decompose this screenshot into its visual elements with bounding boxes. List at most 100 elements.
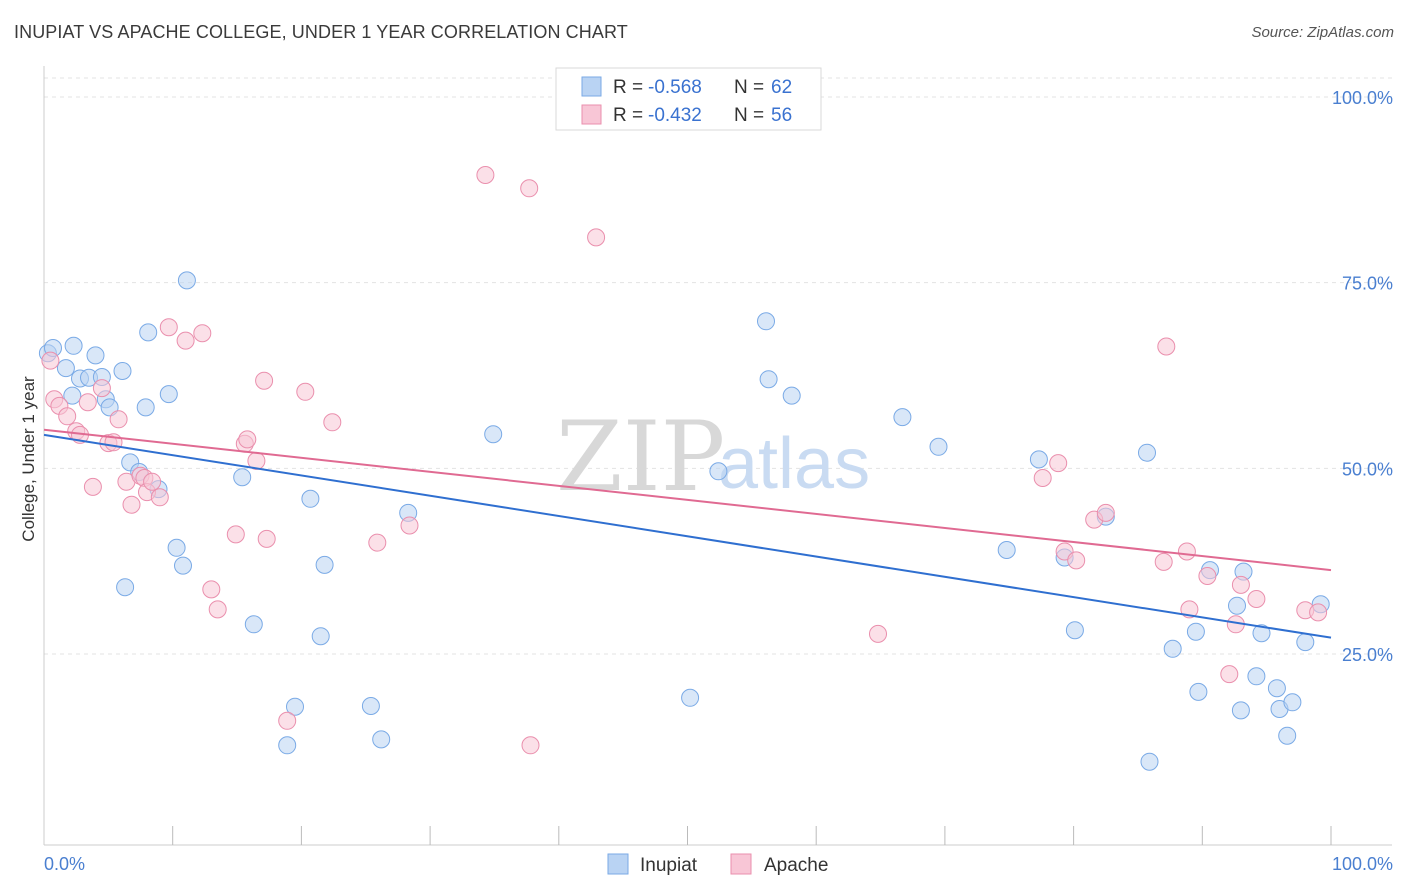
- watermark-atlas: atlas: [718, 424, 870, 504]
- point-apache: [226, 525, 245, 544]
- point-inupiat: [1283, 693, 1302, 712]
- point-apache: [193, 324, 212, 343]
- point-apache: [58, 407, 77, 426]
- legend-n-value: 56: [771, 105, 792, 126]
- point-inupiat: [116, 578, 135, 597]
- point-apache: [1033, 469, 1052, 487]
- y-tick-label: 75.0%: [1342, 274, 1393, 294]
- point-inupiat: [782, 386, 801, 405]
- point-apache: [869, 624, 887, 643]
- axes: [43, 66, 1392, 846]
- point-apache: [400, 516, 419, 535]
- point-inupiat: [63, 386, 82, 405]
- point-apache: [109, 410, 128, 429]
- point-inupiat: [1267, 679, 1286, 698]
- point-apache: [368, 533, 387, 552]
- point-apache: [1096, 503, 1115, 522]
- point-apache: [1180, 600, 1199, 619]
- point-inupiat: [301, 489, 320, 508]
- point-apache: [41, 351, 60, 370]
- point-apache: [159, 318, 178, 337]
- point-apache: [1220, 665, 1239, 684]
- point-apache: [1247, 590, 1266, 608]
- trendlines: [43, 428, 1332, 639]
- point-inupiat: [244, 615, 263, 634]
- y-tick-label: 50.0%: [1342, 459, 1393, 479]
- point-apache: [143, 472, 162, 491]
- point-apache: [1309, 603, 1328, 622]
- point-apache: [476, 166, 495, 184]
- point-inupiat: [1189, 682, 1208, 701]
- point-inupiat: [278, 736, 297, 755]
- point-apache: [83, 477, 102, 496]
- point-apache: [1157, 337, 1176, 356]
- point-apache: [521, 736, 540, 755]
- point-inupiat: [1278, 726, 1297, 745]
- bottom-legend-swatch-apache: [730, 853, 752, 875]
- chart-source: Source: ZipAtlas.com: [1251, 24, 1394, 41]
- legend-n-label: N =: [734, 77, 764, 98]
- point-apache: [208, 600, 227, 619]
- point-apache: [176, 331, 195, 350]
- point-inupiat: [997, 541, 1016, 559]
- point-inupiat: [681, 688, 700, 707]
- watermark-zip: ZIP: [556, 401, 725, 513]
- point-apache: [1154, 552, 1173, 571]
- point-inupiat: [100, 398, 119, 417]
- series-legend: Inupiat Apache: [607, 853, 828, 876]
- point-inupiat: [159, 385, 178, 404]
- bottom-legend-label-inupiat: Inupiat: [640, 855, 698, 876]
- point-inupiat: [86, 346, 105, 365]
- point-apache: [150, 488, 169, 507]
- point-inupiat: [1140, 752, 1159, 771]
- point-inupiat: [286, 697, 304, 716]
- point-inupiat: [1231, 701, 1250, 720]
- stats-legend: R = -0.568 N = 62 R = -0.432 N = 56: [555, 67, 822, 131]
- point-inupiat: [759, 370, 778, 389]
- point-apache: [238, 430, 257, 449]
- point-inupiat: [139, 323, 158, 342]
- point-inupiat: [177, 271, 196, 290]
- trendline-apache: [43, 428, 1332, 572]
- point-apache: [257, 529, 276, 548]
- point-inupiat: [1228, 596, 1246, 615]
- point-inupiat: [233, 468, 252, 487]
- point-inupiat: [311, 627, 330, 646]
- point-inupiat: [167, 538, 186, 557]
- x-tick-label: 100.0%: [1332, 854, 1393, 874]
- point-inupiat: [1296, 633, 1315, 652]
- legend-swatch-inupiat: [581, 76, 602, 97]
- legend-r-value: -0.432: [648, 105, 702, 126]
- point-inupiat: [1163, 639, 1182, 658]
- legend-n-value: 62: [771, 77, 792, 98]
- point-inupiat: [1065, 621, 1084, 640]
- point-apache: [122, 495, 141, 514]
- point-apache: [323, 413, 342, 432]
- point-inupiat: [1029, 450, 1048, 469]
- trendline-inupiat: [43, 433, 1332, 639]
- point-inupiat: [1247, 667, 1266, 686]
- point-inupiat: [929, 437, 948, 456]
- point-inupiat: [372, 730, 391, 749]
- point-apache: [587, 228, 606, 247]
- legend-r-label: R =: [613, 105, 643, 126]
- legend-n-label: N =: [734, 105, 764, 126]
- point-apache: [1067, 551, 1086, 570]
- y-tick-label: 100.0%: [1332, 88, 1393, 108]
- y-axis-label: College, Under 1 year: [19, 376, 38, 542]
- point-inupiat: [64, 336, 83, 355]
- point-inupiat: [361, 697, 380, 715]
- point-inupiat: [136, 398, 155, 417]
- x-tick-labels: 0.0% 100.0%: [44, 854, 1393, 874]
- point-apache: [278, 711, 297, 730]
- point-apache: [520, 179, 539, 198]
- legend-r-label: R =: [613, 77, 643, 98]
- point-apache: [1231, 575, 1250, 594]
- point-inupiat: [113, 362, 132, 380]
- point-inupiat: [1252, 624, 1271, 643]
- point-apache: [255, 371, 274, 390]
- point-inupiat: [709, 462, 728, 481]
- gridlines: [44, 77, 1392, 655]
- point-inupiat: [174, 556, 192, 575]
